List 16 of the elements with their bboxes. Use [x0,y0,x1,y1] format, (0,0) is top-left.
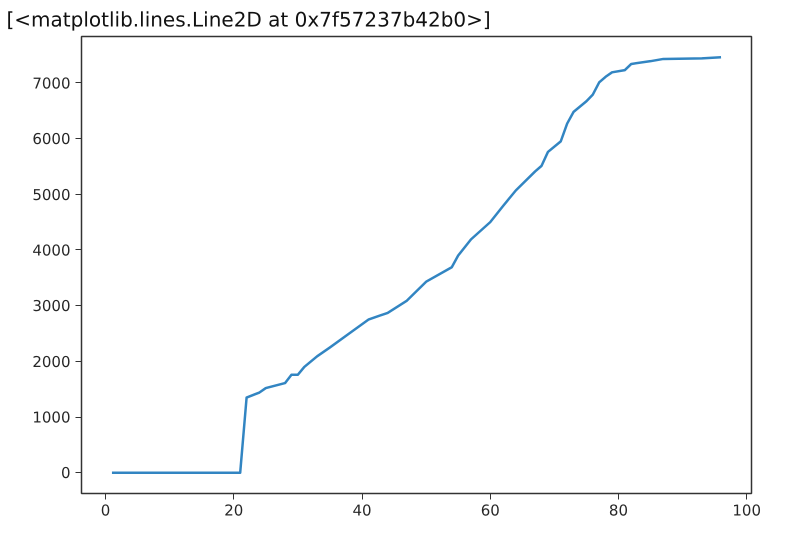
y-tick-label: 3000 [32,297,71,316]
y-tick-label: 5000 [32,186,71,204]
x-tick-label: 60 [480,502,500,520]
x-tick-label: 100 [732,502,762,520]
y-tick-label: 7000 [32,74,71,92]
x-tick-label: 80 [608,502,628,520]
y-tick-label: 4000 [32,241,71,260]
y-tick-label: 1000 [32,408,71,427]
x-tick-label: 40 [352,502,372,520]
y-tick-label: 2000 [32,352,71,371]
y-tick-label: 6000 [32,130,71,148]
line-series [110,56,722,474]
x-tick-label: 0 [100,502,110,520]
text: [<matplotlib.lines.Line2D at 0x7f57237b42b0>] [6,8,491,32]
y-tick-label: 0 [60,464,71,482]
x-tick-label: 20 [224,502,244,520]
